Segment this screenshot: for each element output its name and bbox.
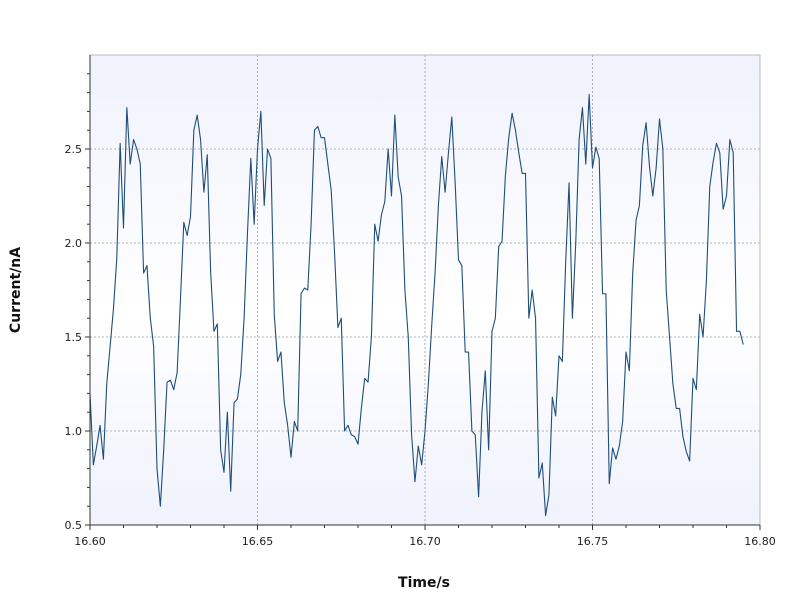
series-line-layer (89, 93, 744, 517)
x-tick-label: 16.75 (577, 535, 609, 548)
x-tick-label: 16.80 (744, 535, 776, 548)
plot-area (90, 55, 760, 525)
y-axis-title: Current/nA (8, 247, 24, 333)
y-tick-label: 1.0 (65, 425, 83, 438)
series-line (89, 93, 744, 517)
y-tick-label: 2.0 (65, 237, 83, 250)
axis-ticks: 0.5 1.0 1.5 2.0 2.5 16.60 16.65 16.70 16.75 16.80 (65, 73, 776, 548)
y-tick-label: 0.5 (65, 519, 83, 532)
x-tick-label: 16.60 (74, 535, 106, 548)
x-tick-label: 16.70 (409, 535, 441, 548)
y-tick-label: 2.5 (65, 143, 83, 156)
x-tick-label: 16.65 (242, 535, 274, 548)
y-tick-label: 1.5 (65, 331, 83, 344)
x-axis-title: Time/s (398, 575, 450, 591)
